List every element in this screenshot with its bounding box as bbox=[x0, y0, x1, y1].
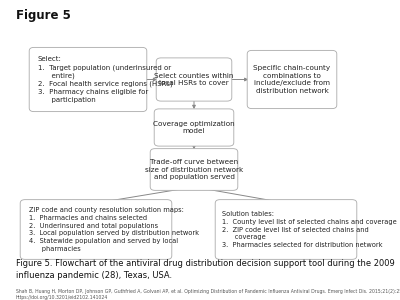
Text: Specific chain-county
combinations to
include/exclude from
distribution network: Specific chain-county combinations to in… bbox=[254, 65, 330, 94]
FancyBboxPatch shape bbox=[156, 58, 232, 101]
FancyBboxPatch shape bbox=[247, 50, 337, 109]
Text: Trade-off curve between
size of distribution network
and population served: Trade-off curve between size of distribu… bbox=[145, 159, 243, 180]
Text: Select counties within
local HSRs to cover: Select counties within local HSRs to cov… bbox=[154, 73, 234, 86]
Text: Figure 5: Figure 5 bbox=[16, 9, 71, 22]
FancyBboxPatch shape bbox=[154, 109, 234, 146]
Text: Coverage optimization
model: Coverage optimization model bbox=[153, 121, 235, 134]
Text: ZIP code and county resolution solution maps:
1.  Pharmacies and chains selected: ZIP code and county resolution solution … bbox=[29, 207, 199, 252]
FancyBboxPatch shape bbox=[215, 200, 357, 259]
Text: Shah B, Huang H, Morton DP, Johnson GP, Guthfried A, Golvani AP, et al. Optimizi: Shah B, Huang H, Morton DP, Johnson GP, … bbox=[16, 289, 400, 300]
FancyBboxPatch shape bbox=[150, 148, 238, 190]
Text: Select:
1.  Target population (underinsured or
      entire)
2.  Focal health se: Select: 1. Target population (underinsur… bbox=[38, 56, 173, 103]
FancyBboxPatch shape bbox=[20, 200, 172, 259]
Text: Solution tables:
1.  County level list of selected chains and coverage
2.  ZIP c: Solution tables: 1. County level list of… bbox=[222, 211, 397, 248]
FancyBboxPatch shape bbox=[29, 47, 147, 112]
Text: Figure 5. Flowchart of the antiviral drug distribution decision support tool dur: Figure 5. Flowchart of the antiviral dru… bbox=[16, 260, 395, 280]
